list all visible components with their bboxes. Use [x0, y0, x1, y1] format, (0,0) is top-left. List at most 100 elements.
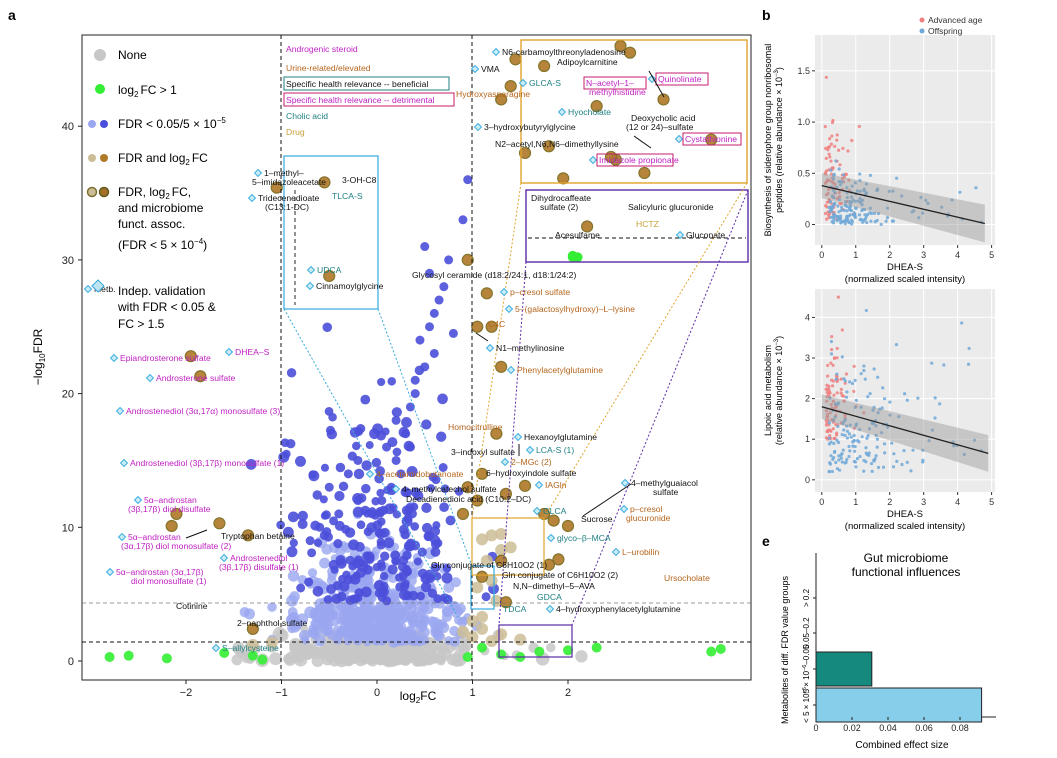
x-tick-label: 5 [989, 497, 994, 507]
label-andro_mono1_1: 5α–androstan (3α,17β) [116, 567, 204, 577]
point-offspring [831, 177, 836, 181]
point-offspring [875, 445, 879, 449]
point-advanced-age [842, 399, 846, 403]
point-offspring [832, 215, 836, 219]
validation-marker [674, 134, 684, 144]
legend-indep-l2: with FDR < 0.05 & [117, 300, 216, 314]
point-fdr-dark [395, 573, 404, 582]
label-deoxycholic_2: (12 or 24)–sulfate [626, 122, 694, 132]
label-acetamido: 4–acetamidobutanoate [376, 469, 464, 479]
label-cinnamoyl: Cinnamoylglycine [316, 281, 384, 291]
point-fdr-dark [401, 429, 411, 439]
cat-sup: −6 [802, 687, 808, 693]
point-offspring [853, 378, 857, 382]
label-imidazole_prop: Imidazole propionate [599, 155, 679, 165]
cat-androgenic: Androgenic steroid [286, 44, 358, 54]
point-fdr-light [301, 636, 310, 645]
point-offspring [852, 433, 856, 438]
point-offspring [962, 452, 966, 456]
validation-marker [504, 304, 514, 314]
cat-drug: Drug [286, 127, 305, 137]
point-fdr-dark [349, 573, 361, 585]
point-fdr-dark [361, 460, 372, 471]
label-lurobilin: L–urobilin [622, 547, 659, 557]
point-offspring [834, 460, 838, 465]
point-advanced-age [837, 190, 841, 195]
label-glca: GLCA [543, 506, 567, 516]
point-offspring [864, 182, 869, 186]
point-fdr-dark [353, 455, 363, 465]
label-deoxycholic_1: Deoxycholic acid [631, 113, 696, 123]
point-fdr-dark [445, 515, 456, 526]
point-both-dark [590, 100, 603, 113]
point-offspring [861, 218, 865, 222]
point-fdr-dark [399, 589, 410, 601]
point-offspring [837, 210, 841, 214]
point-both-dark [518, 146, 532, 160]
label-vma: VMA [481, 64, 500, 74]
label-andro_mono1_2: diol monosulfate (1) [131, 576, 207, 586]
legend-both-light-marker [88, 154, 96, 162]
point-offspring [847, 454, 851, 459]
point-fdr-light [363, 637, 372, 647]
validation-marker [546, 533, 556, 543]
point-offspring [837, 167, 841, 171]
point-fdr-light [360, 607, 370, 617]
point-fdr-dark [353, 496, 363, 506]
point-fdr-dark [376, 537, 385, 547]
point-advanced-age [839, 202, 843, 206]
point-advanced-age [828, 155, 832, 159]
point-fdr-dark [442, 564, 452, 573]
point-offspring [853, 181, 857, 185]
point-fdr-dark [335, 462, 346, 473]
point-fdr-dark [345, 595, 355, 605]
label-gluconate: Gluconate [686, 230, 725, 240]
point-fc [591, 642, 602, 653]
validation-marker [485, 343, 495, 353]
legend-indep-marker [91, 279, 105, 293]
x-axis-subtitle: (normalized scaled intensity) [845, 274, 965, 285]
legend-advanced-age-marker [919, 17, 925, 23]
point-offspring [845, 424, 849, 428]
point-advanced-age [828, 137, 832, 141]
x-tick-label: 3 [921, 250, 926, 260]
point-advanced-age [828, 433, 832, 438]
point-offspring [864, 451, 868, 455]
point-fc [257, 654, 268, 665]
point-fdr-dark [360, 586, 372, 598]
point-fdr-dark [398, 524, 409, 535]
trend-line [821, 184, 985, 225]
y-tick-label: 30 [62, 255, 74, 267]
y-tick-label: 0.5 [797, 168, 810, 178]
point-offspring [883, 451, 887, 455]
point-fdr-dark [430, 539, 441, 550]
point-fdr-dark [313, 538, 323, 547]
validation-marker [391, 484, 401, 494]
point-offspring [841, 421, 845, 426]
point-fdr-dark [360, 505, 371, 516]
cat-pre: < 5 × 10 [802, 693, 811, 723]
point-offspring [830, 220, 834, 224]
x-tick-label: 1 [469, 687, 475, 699]
point-advanced-age [829, 361, 833, 365]
validation-marker [115, 406, 125, 416]
x-axis-title: DHEA-S [887, 509, 923, 520]
label-tryptophan: Tryptophan betaine [221, 531, 295, 541]
point-offspring [833, 190, 837, 195]
point-both-dark [471, 320, 484, 333]
x-tick-label: 1 [853, 497, 858, 507]
point-advanced-age [823, 125, 827, 129]
point-advanced-age [835, 356, 839, 360]
point-advanced-age [840, 328, 844, 332]
label-hyocholate: Hyocholate [568, 107, 611, 117]
point-advanced-age [844, 372, 849, 376]
point-advanced-age [825, 399, 829, 403]
label-tricosa_2: (C13:1-DC) [265, 202, 309, 212]
point-offspring [848, 380, 852, 384]
point-offspring [835, 438, 839, 442]
point-none [366, 654, 379, 667]
inset-box-purple [525, 189, 749, 263]
label-epiandrosterone: Epiandrosterone sulfate [120, 353, 211, 363]
label-phenylacetyl: Phenylacetylglutamine [517, 365, 603, 375]
